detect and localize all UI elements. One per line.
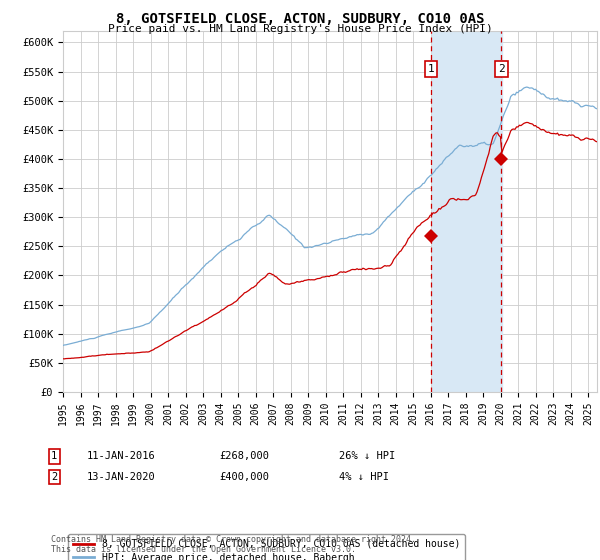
Text: Price paid vs. HM Land Registry's House Price Index (HPI): Price paid vs. HM Land Registry's House … (107, 24, 493, 34)
Text: £268,000: £268,000 (219, 451, 269, 461)
Text: 1: 1 (51, 451, 57, 461)
Text: 2: 2 (51, 472, 57, 482)
Text: 13-JAN-2020: 13-JAN-2020 (87, 472, 156, 482)
Text: 4% ↓ HPI: 4% ↓ HPI (339, 472, 389, 482)
Text: 26% ↓ HPI: 26% ↓ HPI (339, 451, 395, 461)
Text: 1: 1 (428, 64, 434, 74)
Text: 11-JAN-2016: 11-JAN-2016 (87, 451, 156, 461)
Text: 2: 2 (498, 64, 505, 74)
Legend: 8, GOTSFIELD CLOSE, ACTON, SUDBURY, CO10 0AS (detached house), HPI: Average pric: 8, GOTSFIELD CLOSE, ACTON, SUDBURY, CO10… (68, 534, 465, 560)
Text: £400,000: £400,000 (219, 472, 269, 482)
Text: 8, GOTSFIELD CLOSE, ACTON, SUDBURY, CO10 0AS: 8, GOTSFIELD CLOSE, ACTON, SUDBURY, CO10… (116, 12, 484, 26)
Text: Contains HM Land Registry data © Crown copyright and database right 2024.
This d: Contains HM Land Registry data © Crown c… (51, 535, 416, 554)
